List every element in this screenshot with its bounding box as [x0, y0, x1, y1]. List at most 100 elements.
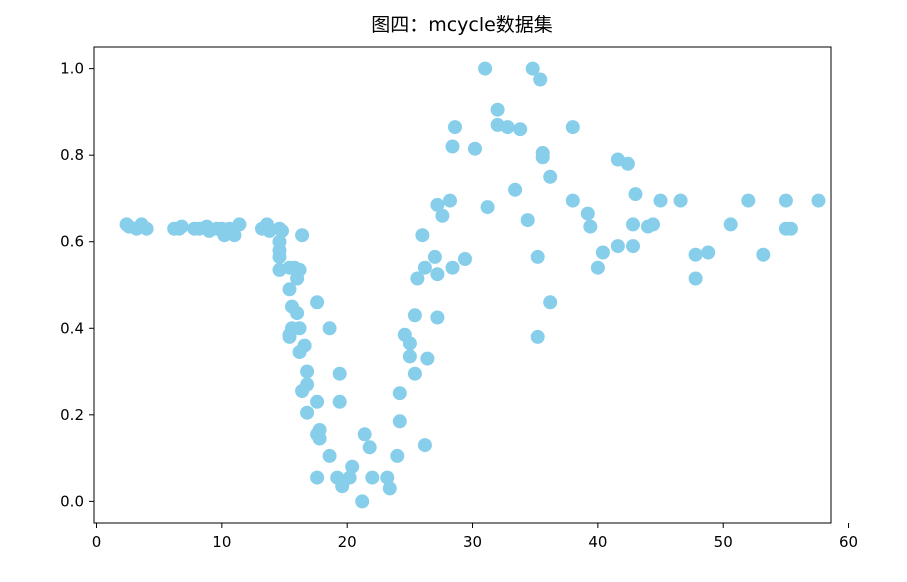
scatter-point-110 — [595, 245, 610, 260]
scatter-point-83 — [443, 193, 457, 208]
scatter-point-95 — [513, 122, 528, 137]
scatter-point-127 — [778, 193, 793, 208]
scatter-point-26 — [275, 223, 289, 238]
scatter-point-100 — [533, 72, 548, 87]
scatter-point-108 — [583, 219, 598, 234]
scatter-point-51 — [322, 321, 337, 336]
scatter-point-73 — [410, 271, 425, 286]
scatter-point-27 — [282, 282, 297, 297]
scatter-point-45 — [310, 394, 325, 409]
scatter-point-70 — [402, 349, 417, 364]
x-tick-label: 50 — [714, 533, 733, 551]
scatter-point-112 — [610, 239, 625, 254]
scatter-point-59 — [355, 494, 370, 509]
scatter-point-121 — [688, 247, 703, 262]
y-tick-label: 0.6 — [60, 233, 84, 251]
x-tick-label: 20 — [338, 533, 357, 551]
scatter-point-102 — [535, 150, 550, 165]
scatter-point-74 — [415, 228, 430, 243]
scatter-point-119 — [653, 193, 668, 208]
x-ticks: 0 10 20 30 40 50 60 — [92, 523, 858, 551]
scatter-point-7 — [174, 219, 189, 234]
scatter-point-43 — [300, 377, 315, 392]
scatter-point-90 — [480, 200, 495, 215]
scatter-point-78 — [427, 249, 442, 264]
scatter-point-42 — [300, 364, 315, 379]
x-tick-label: 40 — [588, 533, 607, 551]
scatter-point-107 — [580, 206, 595, 221]
scatter-point-84 — [445, 139, 460, 154]
scatter-point-50 — [312, 431, 327, 446]
scatter-point-24 — [272, 249, 287, 264]
scatter-point-91 — [490, 102, 505, 117]
scatter-point-122 — [688, 271, 703, 286]
scatter-point-55 — [332, 394, 347, 409]
scatter-point-39 — [295, 228, 310, 243]
scatter-point-16 — [227, 228, 242, 243]
scatter-point-85 — [445, 260, 460, 275]
scatter-point-69 — [402, 336, 417, 351]
x-tick-label: 10 — [212, 533, 231, 551]
scatter-point-86 — [448, 120, 462, 135]
scatter-point-52 — [322, 448, 337, 463]
scatter-point-58 — [345, 459, 360, 474]
scatter-point-66 — [392, 386, 407, 401]
scatter-point-60 — [357, 427, 372, 442]
points-layer — [119, 61, 826, 509]
plot-area-frame — [93, 46, 832, 524]
scatter-point-98 — [530, 249, 545, 264]
scatter-point-87 — [458, 252, 472, 266]
scatter-point-17 — [232, 217, 247, 232]
scatter-point-124 — [723, 217, 738, 232]
scatter-point-116 — [628, 187, 643, 202]
scatter-point-61 — [362, 440, 377, 455]
scatter-point-62 — [365, 470, 380, 485]
y-tick-label: 0.8 — [60, 146, 84, 164]
scatter-point-96 — [520, 213, 535, 228]
y-tick-label: 0.2 — [60, 406, 84, 424]
x-tick-label: 0 — [92, 533, 102, 551]
scatter-point-120 — [673, 193, 688, 208]
scatter-point-80 — [430, 310, 445, 325]
scatter-point-47 — [310, 295, 325, 310]
scatter-point-123 — [701, 245, 716, 260]
scatter-point-109 — [590, 260, 605, 275]
x-tick-label: 60 — [839, 533, 858, 551]
scatter-point-103 — [543, 169, 558, 184]
scatter-point-76 — [417, 438, 432, 453]
scatter-point-44 — [300, 405, 315, 420]
y-ticks: 0.0 0.2 0.4 0.6 0.8 1.0 — [60, 60, 94, 510]
scatter-point-89 — [478, 61, 493, 76]
y-tick-label: 1.0 — [60, 60, 84, 78]
scatter-point-54 — [332, 366, 347, 381]
scatter-point-104 — [543, 295, 558, 310]
scatter-point-125 — [741, 193, 756, 208]
scatter-point-97 — [525, 61, 540, 76]
scatter-point-81 — [430, 197, 445, 212]
scatter-point-57 — [342, 470, 357, 485]
scatter-point-118 — [646, 217, 660, 232]
scatter-point-99 — [530, 329, 545, 344]
scatter-point-93 — [500, 120, 515, 135]
scatter-point-113 — [620, 156, 635, 171]
scatter-point-94 — [508, 182, 523, 197]
scatter-point-71 — [407, 308, 422, 323]
scatter-point-41 — [297, 338, 312, 353]
scatter-point-4 — [139, 221, 154, 236]
scatter-point-129 — [783, 221, 798, 236]
scatter-point-65 — [390, 448, 405, 463]
scatter-point-67 — [392, 414, 407, 429]
scatter-point-38 — [292, 262, 307, 277]
y-tick-label: 0.0 — [60, 492, 84, 510]
scatter-point-88 — [468, 141, 482, 156]
scatter-point-75 — [417, 260, 432, 275]
scatter-point-114 — [626, 217, 640, 232]
scatter-point-130 — [811, 193, 826, 208]
scatter-point-115 — [626, 239, 640, 254]
scatter-point-82 — [435, 208, 450, 223]
scatter-point-79 — [430, 267, 445, 282]
scatter-point-106 — [565, 193, 580, 208]
scatter-point-126 — [756, 247, 771, 262]
